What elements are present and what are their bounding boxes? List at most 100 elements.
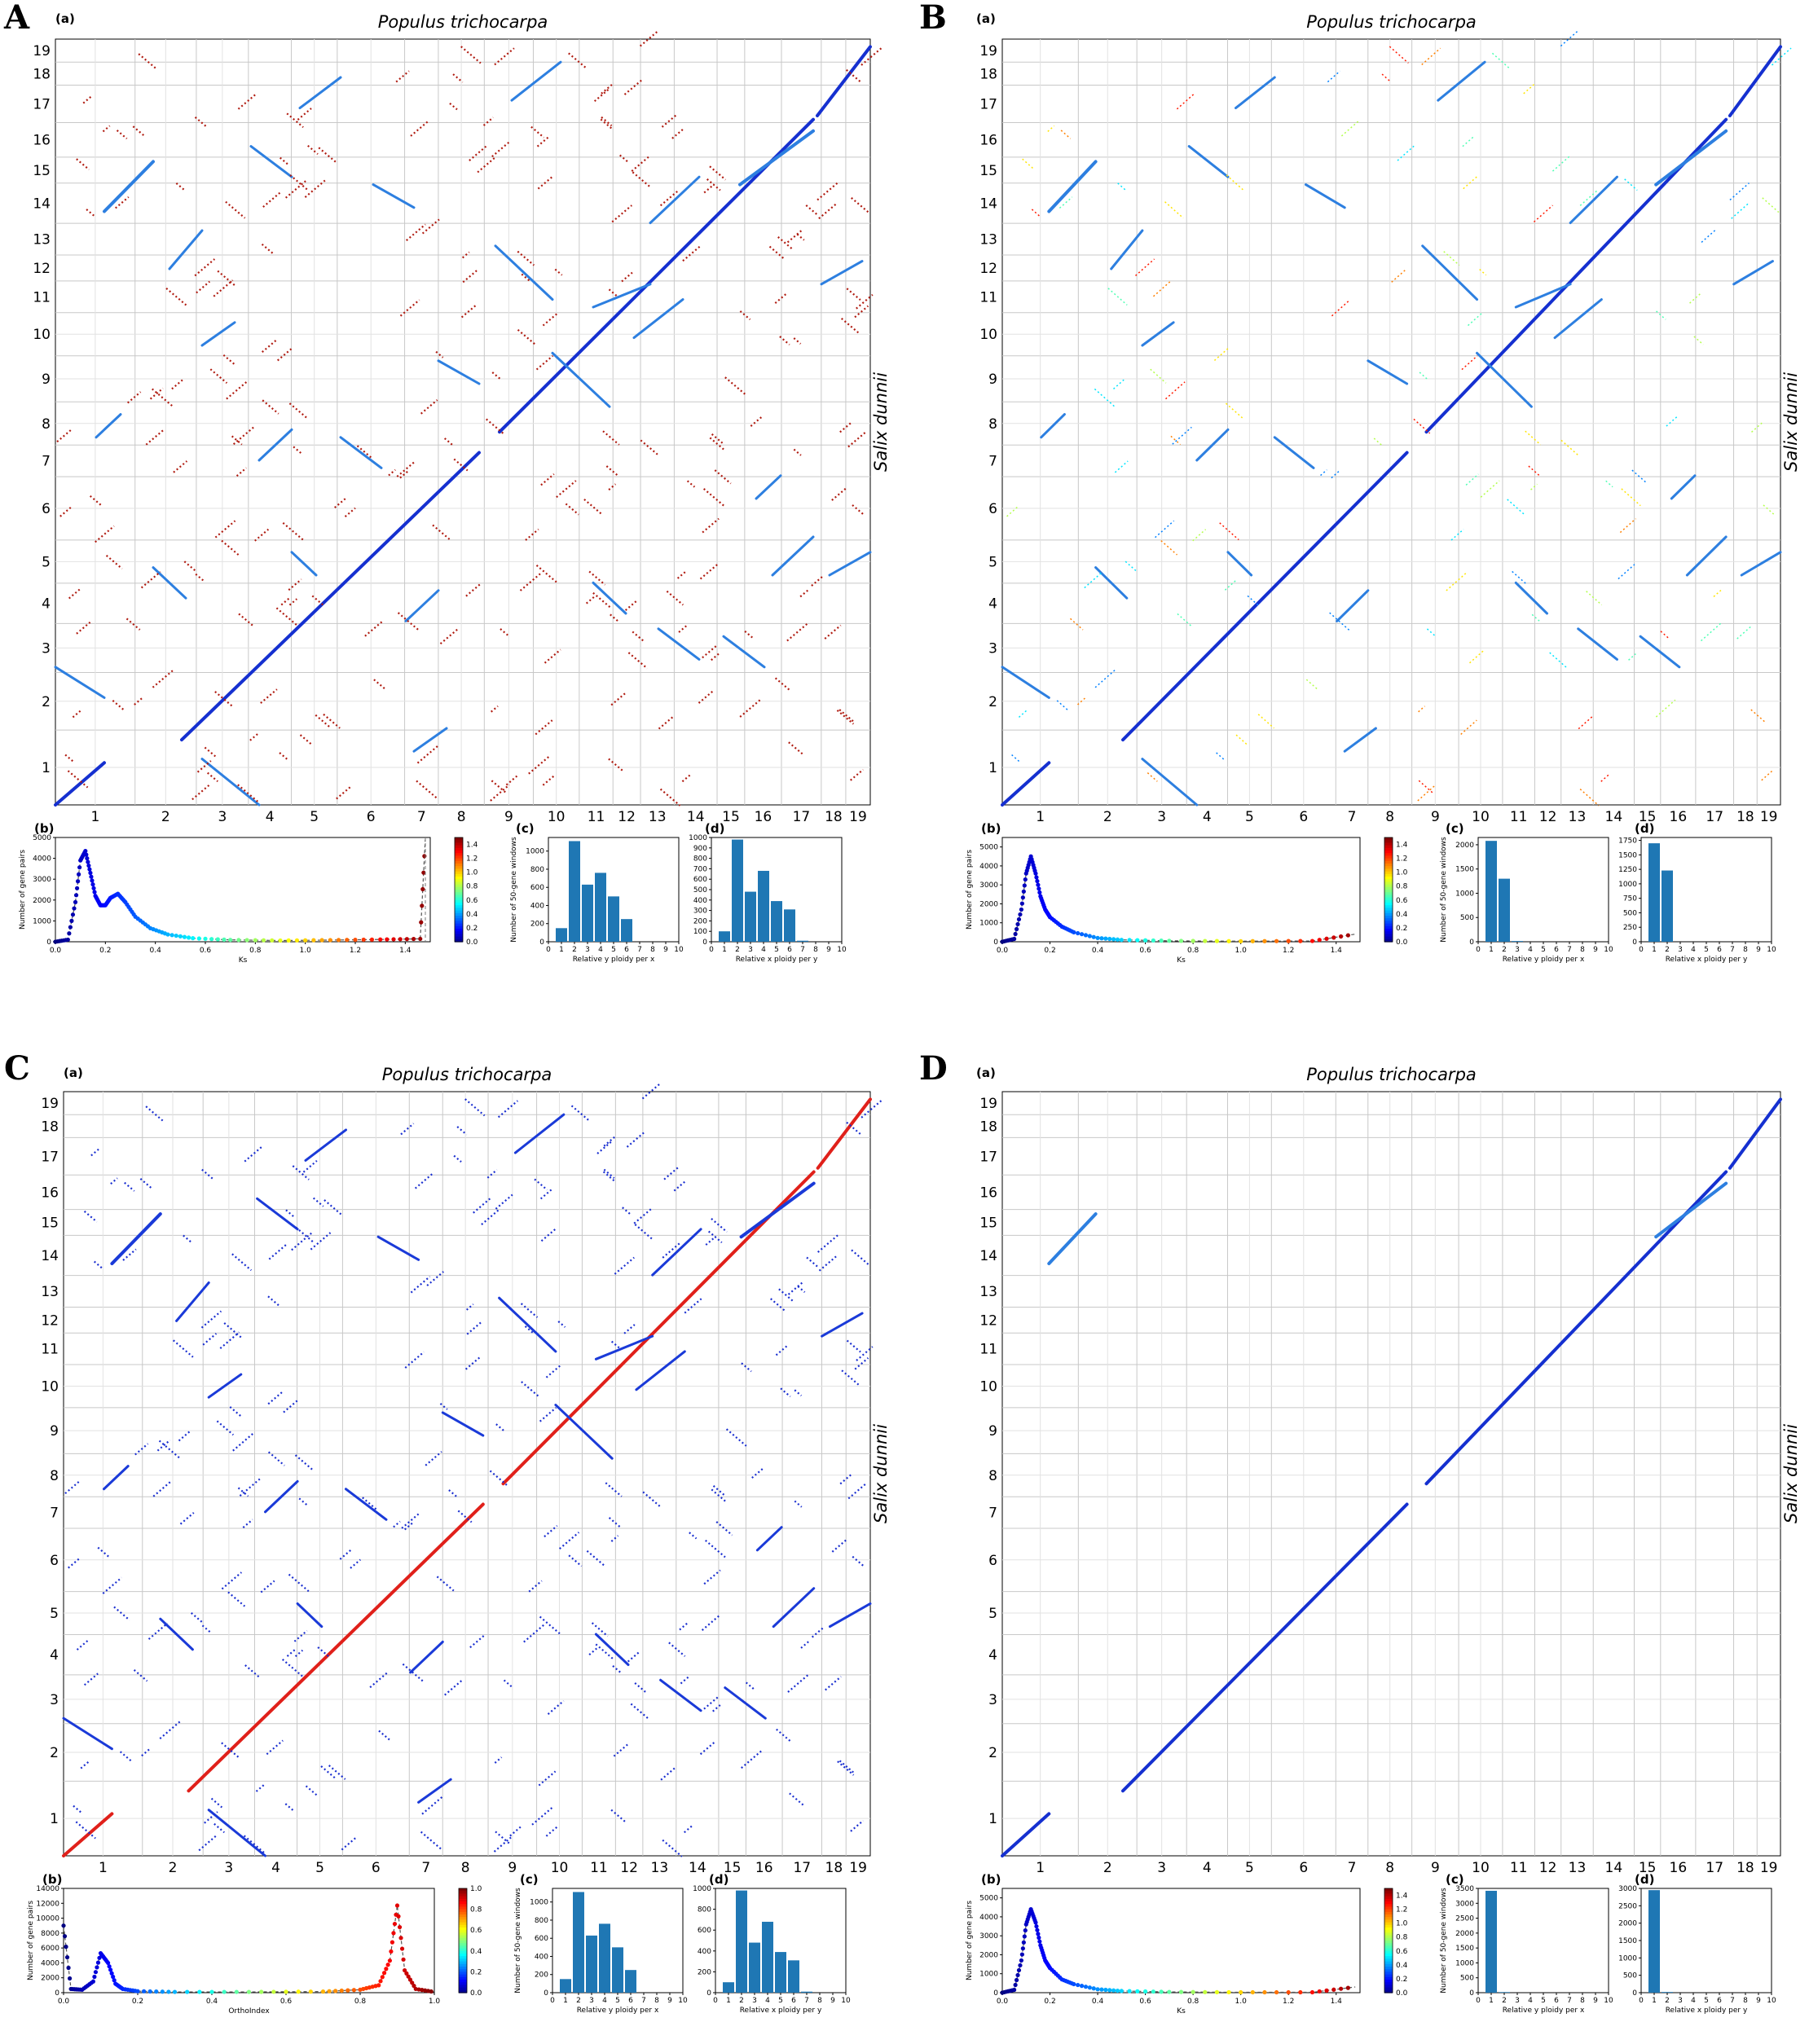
colorbar-segment: [455, 853, 463, 856]
synteny-fragment: [777, 236, 794, 250]
synteny-block-paralog: [722, 635, 766, 669]
histogram-point: [403, 1967, 407, 1973]
colorbar-segment: [1384, 845, 1393, 849]
histogram-point: [376, 1983, 381, 1988]
synteny-fragment: [1164, 201, 1184, 219]
colorbar-segment: [1384, 1928, 1393, 1931]
histogram-point: [172, 1989, 178, 1994]
colorbar-segment: [1384, 1954, 1393, 1957]
colorbar-D: 1.4 1.2 1.0 0.8 0.6 0.4 0.2 0.0: [1384, 1888, 1408, 1998]
synteny-fragment: [1468, 312, 1483, 327]
bar: [595, 873, 606, 942]
y-axis-label: Number of 50-gene windows: [1440, 1888, 1448, 1993]
colorbar-segment: [1384, 897, 1393, 901]
y-tick-label: 2: [50, 1745, 59, 1761]
synteny-fragment: [1150, 368, 1167, 384]
synteny-fragment: [537, 175, 554, 190]
synteny-block-paralog: [1437, 60, 1486, 102]
synteny-fragment: [1391, 269, 1406, 283]
y-tick-label: 15: [979, 163, 997, 179]
histogram-point: [1119, 1989, 1124, 1993]
x-tick-label: 13: [649, 809, 667, 825]
dotplot-frame: [1001, 1091, 1781, 1857]
histogram-point: [1013, 1982, 1018, 1988]
histogram-point: [384, 1967, 389, 1971]
synteny-block-ortholog: [1121, 451, 1409, 742]
y-tick-label: 13: [33, 232, 51, 248]
synteny-block-paralog: [264, 1479, 299, 1514]
synteny-fragment: [286, 112, 304, 129]
x-tick-label: 10: [674, 946, 684, 954]
synteny-fragment: [93, 1260, 103, 1269]
x-tick-label: 7: [1348, 809, 1357, 825]
synteny-block-paralog: [412, 727, 448, 753]
x-tick-label: 6: [372, 1860, 381, 1876]
synteny-fragment: [267, 1451, 285, 1466]
bar: [719, 931, 730, 942]
colorbar-segment: [1384, 1911, 1393, 1915]
synteny-fragment: [239, 1478, 261, 1497]
colorbar-segment: [455, 840, 463, 843]
colorbar-segment: [459, 1974, 467, 1978]
synteny-fragment: [1523, 82, 1536, 95]
colorbar-segment: [459, 1922, 467, 1926]
y-axis-label: Number of gene pairs: [966, 1901, 974, 1980]
colorbar-segment: [455, 931, 463, 934]
histogram-point: [67, 931, 72, 936]
histogram-point: [419, 920, 424, 925]
y-tick-label: 4: [988, 596, 997, 613]
synteny-block-paralog: [256, 1197, 299, 1231]
synteny-fragment: [1059, 196, 1073, 209]
synteny-fragment: [457, 1510, 473, 1523]
y-tick-label: 17: [979, 97, 997, 113]
colorbar-segment: [459, 1909, 467, 1913]
x-tick-label: 10: [551, 1860, 569, 1876]
colorbar-segment: [1384, 1930, 1393, 1933]
synteny-fragment: [610, 1535, 619, 1542]
y-tick-label: 5000: [979, 844, 998, 852]
synteny-fragment: [194, 258, 216, 277]
synteny-fragment: [824, 624, 842, 640]
synteny-fragment: [216, 1420, 235, 1436]
x-tick-label: 9: [1593, 1997, 1598, 2005]
y-tick-label: 0: [55, 1989, 59, 1998]
synteny-fragment: [837, 1760, 855, 1776]
histogram-point: [1015, 1972, 1020, 1978]
histogram-point: [1036, 882, 1041, 887]
synteny-fragment: [850, 768, 864, 781]
histogram-point: [336, 938, 341, 943]
colorbar-segment: [1384, 868, 1393, 873]
x-tick-label: 4: [1691, 1997, 1696, 2005]
histogram-point: [1033, 871, 1038, 876]
colorbar-segment: [455, 934, 463, 938]
x-tick-label: 7: [1567, 946, 1572, 954]
histogram-point: [77, 865, 82, 870]
synteny-fragment: [67, 770, 89, 789]
synteny-fragment: [493, 1835, 514, 1853]
panel-letter: D: [919, 1049, 948, 1088]
synteny-fragment: [497, 1100, 519, 1119]
y-tick-label: 5: [988, 1606, 997, 1622]
histogram-point: [70, 912, 76, 917]
synteny-fragment: [750, 415, 763, 427]
x-tick-label: 17: [793, 809, 811, 825]
colorbar-tick: 0.0: [1396, 1989, 1408, 1998]
histogram-point: [394, 1903, 400, 1908]
histogram-point: [398, 1936, 403, 1941]
colorbar-segment: [1384, 903, 1393, 906]
x-tick-label: 1: [1036, 809, 1045, 825]
colorbar-B: 1.4 1.2 1.0 0.8 0.6 0.4 0.2 0.0: [1384, 837, 1408, 947]
x-tick-label: 6: [787, 946, 792, 954]
synteny-fragment: [658, 714, 676, 730]
synteny-fragment: [1443, 251, 1460, 266]
synteny-fragment: [702, 644, 719, 659]
y-tick-label: 9: [988, 1423, 997, 1440]
histogram-point: [1021, 889, 1026, 894]
synteny-fragment: [831, 1538, 847, 1553]
synteny-fragment: [662, 1839, 683, 1857]
dotplot-D: [1001, 1091, 1782, 1857]
y-tick-label: 1000: [979, 1971, 998, 1979]
histogram-point: [361, 937, 366, 943]
synteny-fragment: [73, 1804, 82, 1813]
synteny-fragment: [523, 1624, 545, 1643]
